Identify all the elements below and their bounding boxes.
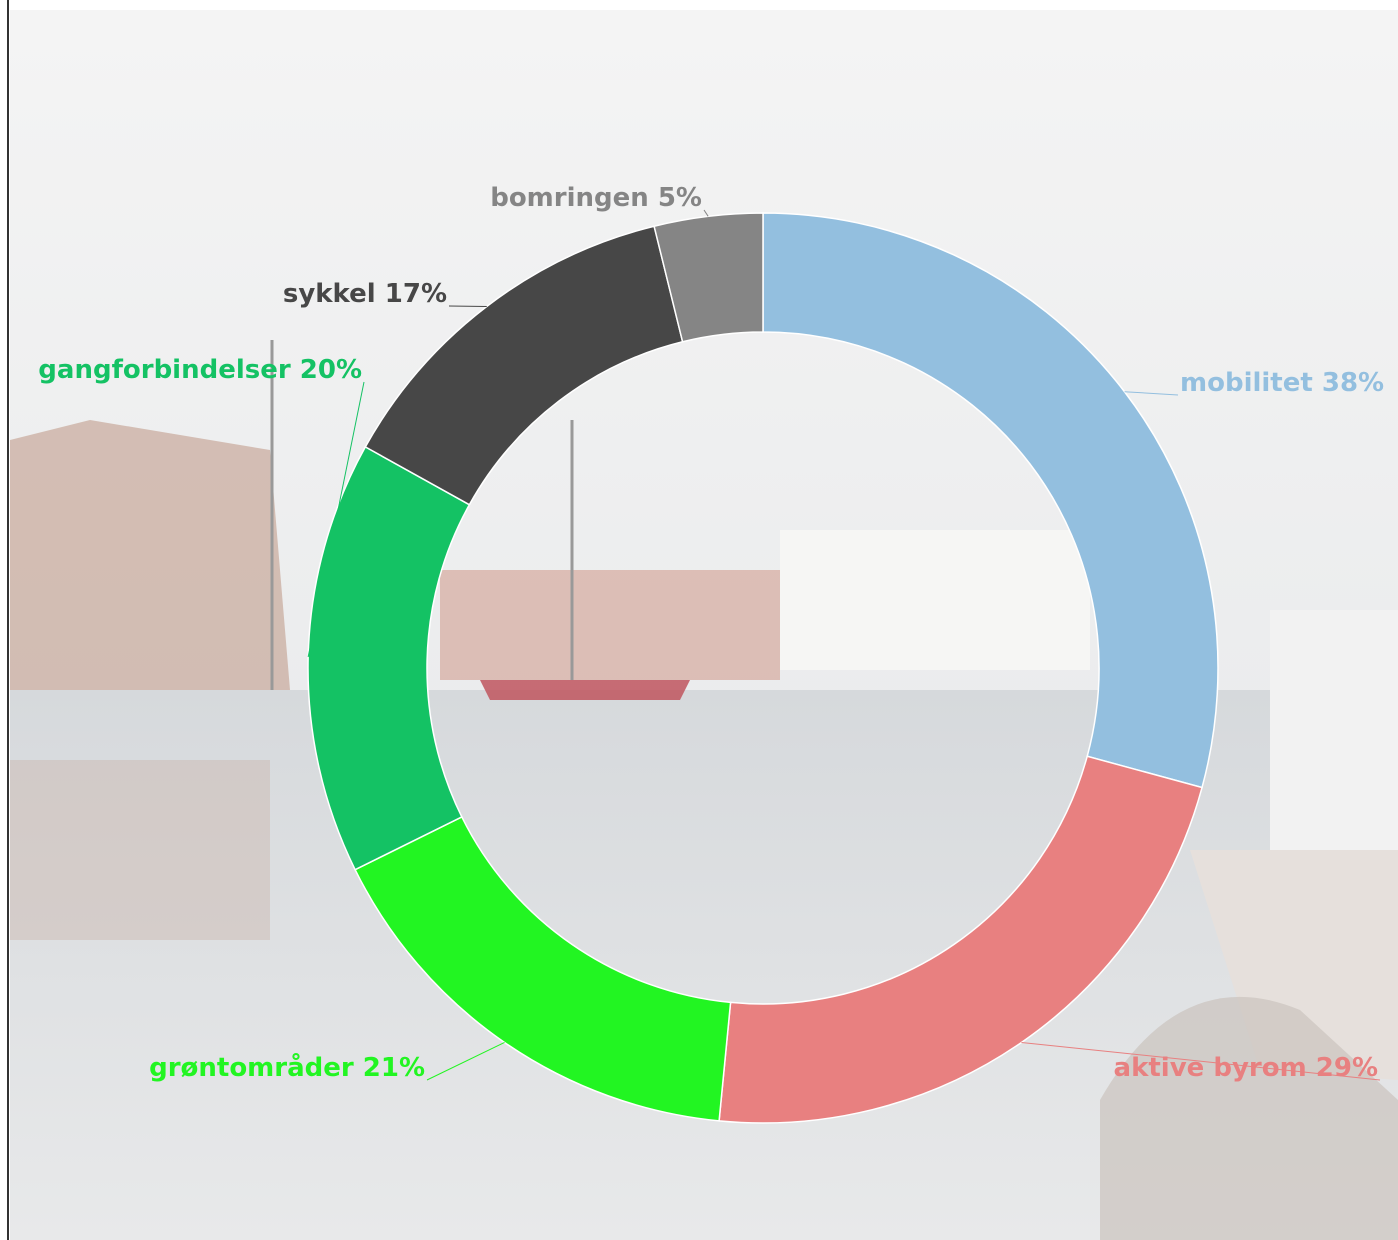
value-label: 29% xyxy=(1316,1053,1378,1083)
slice-label: grøntområder 21% xyxy=(149,1051,425,1083)
slice-label: mobilitet 38% xyxy=(1180,368,1384,398)
slice-label: gangforbindelser 20% xyxy=(38,355,362,385)
value-label: 21% xyxy=(363,1053,425,1083)
category-name: gangforbindelser xyxy=(38,355,291,385)
category-name: grøntområder xyxy=(149,1051,354,1083)
category-name: sykkel xyxy=(283,279,376,309)
category-name: mobilitet xyxy=(1180,368,1313,398)
slice-label: bomringen 5% xyxy=(490,183,702,213)
category-name: bomringen xyxy=(490,183,649,213)
category-name: aktive byrom xyxy=(1114,1053,1307,1083)
slice-label: aktive byrom 29% xyxy=(1114,1053,1378,1083)
value-label: 5% xyxy=(658,183,702,213)
value-label: 17% xyxy=(385,279,447,309)
slice-label: sykkel 17% xyxy=(283,279,447,309)
chart: mobilitet 38% aktive byrom 29% grøntområde… xyxy=(0,0,1398,1240)
value-label: 38% xyxy=(1322,368,1384,398)
value-label: 20% xyxy=(300,355,362,385)
